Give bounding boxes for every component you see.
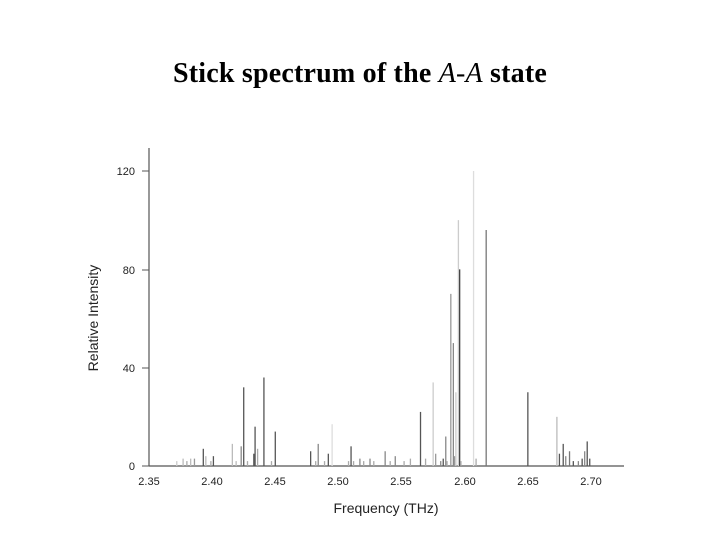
y-axis-label: Relative Intensity <box>85 265 101 372</box>
y-tick-label: 0 <box>129 461 135 473</box>
x-tick-label: 2.50 <box>327 476 348 488</box>
y-tick-label: 40 <box>123 363 135 375</box>
x-axis: 2.35 2.40 2.45 2.50 2.55 2.60 2.65 2.70 … <box>138 465 624 516</box>
x-tick-label: 2.60 <box>454 476 475 488</box>
y-tick-label: 120 <box>117 166 135 178</box>
title-suffix: state <box>482 58 548 89</box>
y-tick-label: 80 <box>123 265 135 277</box>
y-axis: 120 80 40 0 Relative Intensity <box>85 148 150 473</box>
x-tick-label: 2.70 <box>580 476 601 488</box>
slide-title: Stick spectrum of the A-A state <box>0 58 720 90</box>
x-tick-label: 2.55 <box>390 476 411 488</box>
x-tick-label: 2.35 <box>138 476 159 488</box>
spectrum-sticks <box>176 171 591 466</box>
x-tick-label: 2.40 <box>201 476 222 488</box>
x-tick-label: 2.45 <box>264 476 285 488</box>
title-state: A-A <box>438 58 483 89</box>
x-axis-label: Frequency (THz) <box>333 500 438 516</box>
x-tick-label: 2.65 <box>517 476 538 488</box>
title-prefix: Stick spectrum of the <box>172 58 439 89</box>
